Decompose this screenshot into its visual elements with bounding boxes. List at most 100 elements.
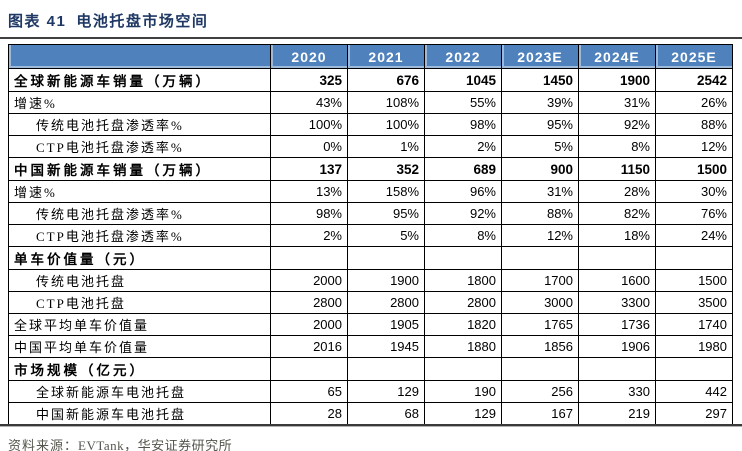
cell-value: 1980 bbox=[655, 335, 733, 358]
cell-value: 8% bbox=[424, 224, 502, 247]
header-corner-cell bbox=[8, 44, 271, 69]
cell-value: 28 bbox=[270, 402, 348, 425]
cell-value: 1820 bbox=[424, 313, 502, 336]
cell-value: 5% bbox=[347, 224, 425, 247]
table-row: 单车价值量（元） bbox=[8, 246, 733, 270]
table-row: 全球平均单车价值量 2000 1905 1820 1765 1736 1740 bbox=[8, 313, 733, 336]
cell-value: 2% bbox=[270, 224, 348, 247]
table-row: 增速% 43% 108% 55% 39% 31% 26% bbox=[8, 91, 733, 114]
cell-value: 2000 bbox=[270, 269, 348, 292]
cell-value: 2542 bbox=[655, 68, 733, 92]
row-label: 增速% bbox=[8, 180, 271, 203]
cell-value: 1500 bbox=[655, 157, 733, 181]
cell-value bbox=[424, 246, 502, 270]
table-row: 传统电池托盘渗透率% 98% 95% 92% 88% 82% 76% bbox=[8, 202, 733, 225]
cell-value: 30% bbox=[655, 180, 733, 203]
cell-value: 1740 bbox=[655, 313, 733, 336]
cell-value: 190 bbox=[424, 380, 502, 403]
cell-value: 1880 bbox=[424, 335, 502, 358]
cell-value: 2800 bbox=[347, 291, 425, 314]
cell-value: 76% bbox=[655, 202, 733, 225]
cell-value: 1900 bbox=[347, 269, 425, 292]
row-label: 传统电池托盘渗透率% bbox=[8, 113, 271, 136]
cell-value: 352 bbox=[347, 157, 425, 181]
cell-value: 129 bbox=[347, 380, 425, 403]
cell-value: 256 bbox=[501, 380, 579, 403]
row-label: 全球平均单车价值量 bbox=[8, 313, 271, 336]
header-year-cell: 2024E bbox=[578, 44, 656, 69]
cell-value: 2800 bbox=[270, 291, 348, 314]
cell-value: 95% bbox=[347, 202, 425, 225]
cell-value: 129 bbox=[424, 402, 502, 425]
cell-value bbox=[270, 357, 348, 381]
cell-value bbox=[578, 357, 656, 381]
cell-value: 100% bbox=[347, 113, 425, 136]
cell-value: 5% bbox=[501, 135, 579, 158]
cell-value: 3500 bbox=[655, 291, 733, 314]
row-label: CTP电池托盘 bbox=[8, 291, 271, 314]
cell-value: 65 bbox=[270, 380, 348, 403]
cell-value: 137 bbox=[270, 157, 348, 181]
table-row: CTP电池托盘 2800 2800 2800 3000 3300 3500 bbox=[8, 291, 733, 314]
cell-value: 676 bbox=[347, 68, 425, 92]
cell-value: 1700 bbox=[501, 269, 579, 292]
cell-value: 43% bbox=[270, 91, 348, 114]
cell-value: 18% bbox=[578, 224, 656, 247]
table-row: 中国新能源车电池托盘 28 68 129 167 219 297 bbox=[8, 402, 733, 425]
cell-value: 88% bbox=[655, 113, 733, 136]
title-divider-rule bbox=[0, 37, 742, 39]
cell-value: 1045 bbox=[424, 68, 502, 92]
cell-value: 108% bbox=[347, 91, 425, 114]
cell-value: 1905 bbox=[347, 313, 425, 336]
cell-value bbox=[270, 246, 348, 270]
figure-title: 图表 41 电池托盘市场空间 bbox=[0, 0, 742, 37]
cell-value: 1856 bbox=[501, 335, 579, 358]
cell-value: 1906 bbox=[578, 335, 656, 358]
cell-value bbox=[655, 357, 733, 381]
header-year-cell: 2025E bbox=[655, 44, 733, 69]
cell-value: 12% bbox=[655, 135, 733, 158]
row-label: CTP电池托盘渗透率% bbox=[8, 224, 271, 247]
cell-value bbox=[655, 246, 733, 270]
cell-value: 167 bbox=[501, 402, 579, 425]
cell-value: 1600 bbox=[578, 269, 656, 292]
cell-value: 92% bbox=[578, 113, 656, 136]
source-text: EVTank，华安证券研究所 bbox=[78, 438, 233, 451]
cell-value: 12% bbox=[501, 224, 579, 247]
cell-value: 24% bbox=[655, 224, 733, 247]
cell-value: 1736 bbox=[578, 313, 656, 336]
table-row: 中国新能源车销量（万辆） 137 352 689 900 1150 1500 bbox=[8, 157, 733, 181]
row-label: 全球新能源车销量（万辆） bbox=[8, 68, 271, 92]
cell-value: 1450 bbox=[501, 68, 579, 92]
table-row: 市场规模（亿元） bbox=[8, 357, 733, 381]
row-label: 中国平均单车价值量 bbox=[8, 335, 271, 358]
row-label: 传统电池托盘 bbox=[8, 269, 271, 292]
header-year-cell: 2020 bbox=[270, 44, 348, 69]
cell-value: 219 bbox=[578, 402, 656, 425]
cell-value: 1945 bbox=[347, 335, 425, 358]
table-row: 传统电池托盘渗透率% 100% 100% 98% 95% 92% 88% bbox=[8, 113, 733, 136]
table-row: 增速% 13% 158% 96% 31% 28% 30% bbox=[8, 180, 733, 203]
cell-value: 26% bbox=[655, 91, 733, 114]
cell-value bbox=[501, 246, 579, 270]
cell-value: 2800 bbox=[424, 291, 502, 314]
table-row: 全球新能源车销量（万辆） 325 676 1045 1450 1900 2542 bbox=[8, 68, 733, 92]
cell-value bbox=[347, 357, 425, 381]
market-space-table: 2020 2021 2022 2023E 2024E 2025E 全球新能源车销量（万辆）… bbox=[8, 44, 733, 425]
cell-value bbox=[347, 246, 425, 270]
figure-bottom-rule bbox=[0, 424, 742, 427]
cell-value: 297 bbox=[655, 402, 733, 425]
cell-value: 330 bbox=[578, 380, 656, 403]
cell-value: 96% bbox=[424, 180, 502, 203]
row-label: 增速% bbox=[8, 91, 271, 114]
cell-value: 158% bbox=[347, 180, 425, 203]
cell-value: 1500 bbox=[655, 269, 733, 292]
cell-value: 1800 bbox=[424, 269, 502, 292]
row-label: 中国新能源车销量（万辆） bbox=[8, 157, 271, 181]
row-label: CTP电池托盘渗透率% bbox=[8, 135, 271, 158]
cell-value bbox=[424, 357, 502, 381]
cell-value: 3300 bbox=[578, 291, 656, 314]
cell-value: 3000 bbox=[501, 291, 579, 314]
cell-value: 31% bbox=[501, 180, 579, 203]
